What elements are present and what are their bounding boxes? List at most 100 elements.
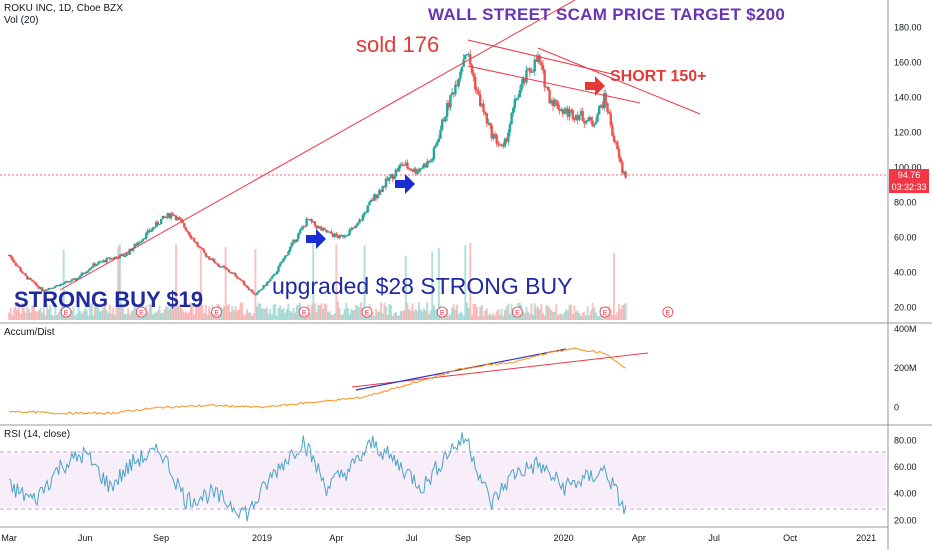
volume-bar-2019-02-08 xyxy=(292,307,295,320)
volume-bar-2019-06-28 xyxy=(408,308,411,320)
candle-body-2019-11-09 xyxy=(518,90,522,98)
candle-body-2019-01-25 xyxy=(280,261,284,264)
candle-body-2018-03-09 xyxy=(14,262,17,266)
candle-body-2018-05-26 xyxy=(78,275,82,278)
candle-body-2019-11-01 xyxy=(512,107,515,114)
volume-bar-2019-04-27 xyxy=(356,305,359,320)
candle-body-2018-12-26 xyxy=(255,292,259,295)
volume-bar-2018-08-20 xyxy=(150,304,153,320)
volume-bar-2019-03-08 xyxy=(315,312,318,320)
earnings-marker-ring xyxy=(599,306,611,318)
volume-bar-2019-10-14 xyxy=(497,309,500,320)
volume-bar-2020-02-09 xyxy=(594,312,597,320)
candle-body-2020-01-22 xyxy=(579,111,583,116)
volume-bar-2018-06-01 xyxy=(84,308,87,320)
volume-bar-2019-07-20 xyxy=(426,302,429,320)
earnings-marker-label: E xyxy=(665,310,670,317)
volume-bar-2018-03-23 xyxy=(26,306,29,320)
volume-bar-2019-03-16 xyxy=(322,308,325,320)
candle-body-2019-02-12 xyxy=(295,239,298,243)
candle-body-2019-11-05 xyxy=(515,98,518,100)
volume-bar-2019-08-15 xyxy=(447,315,450,320)
candle-body-2018-11-08 xyxy=(216,263,219,265)
candle-body-2018-06-03 xyxy=(85,271,88,274)
candle-body-2019-05-21 xyxy=(376,194,379,199)
volume-bar-2018-06-05 xyxy=(87,315,90,320)
candle-body-2019-03-30 xyxy=(333,233,336,237)
time-tick-label: Sep xyxy=(153,533,169,543)
candle-body-2018-11-30 xyxy=(234,273,237,277)
candle-body-2019-12-11 xyxy=(545,86,548,88)
candle-body-2018-04-14 xyxy=(44,289,47,291)
volume-bar-2020-03-14 xyxy=(623,304,626,320)
volume-bar-2019-06-22 xyxy=(403,309,406,320)
candle-body-2018-12-08 xyxy=(240,280,244,282)
candle-body-2019-07-24 xyxy=(429,160,432,163)
candle-body-2018-03-25 xyxy=(27,277,31,280)
volume-bar-2018-09-15 xyxy=(171,304,174,320)
candle-body-2018-07-01 xyxy=(108,257,112,260)
volume-bar-2019-03-30 xyxy=(333,313,336,320)
volume-bar-2018-08-30 xyxy=(158,305,161,320)
candle-body-2019-11-19 xyxy=(526,68,530,70)
candle-body-2018-08-06 xyxy=(138,242,141,244)
candle-body-2020-02-03 xyxy=(589,117,593,121)
candle-body-2019-10-10 xyxy=(493,134,497,136)
candle-body-2019-10-26 xyxy=(507,132,510,142)
candle-body-2018-09-17 xyxy=(173,215,176,217)
volume-bar-2019-05-25 xyxy=(380,302,383,320)
candle-body-2019-10-12 xyxy=(495,135,498,144)
candle-body-2018-04-06 xyxy=(37,286,41,289)
earnings-marker-label: E xyxy=(139,310,144,317)
volume-bar-2018-10-19 xyxy=(199,247,202,320)
volume-bar-2018-11-24 xyxy=(229,311,232,320)
candle-body-2018-10-01 xyxy=(184,227,188,231)
candle-body-2018-04-16 xyxy=(45,289,49,291)
earnings-marker-label: E xyxy=(603,310,608,317)
price-tick-label: 180.00 xyxy=(894,23,922,33)
candle-body-2018-10-07 xyxy=(189,235,193,239)
candle-body-2019-09-14 xyxy=(472,72,475,77)
candle-body-2020-03-10 xyxy=(619,157,622,163)
volume-bar-2018-06-03 xyxy=(85,310,88,320)
volume-bar-2019-12-07 xyxy=(542,313,545,320)
volume-bar-2019-01-31 xyxy=(285,308,288,320)
candle-body-2020-01-10 xyxy=(569,109,573,111)
candle-body-2018-10-03 xyxy=(186,230,189,233)
candle-body-2019-05-13 xyxy=(369,199,373,203)
candle-body-2019-06-24 xyxy=(404,162,408,166)
candle-body-2018-09-05 xyxy=(163,215,166,218)
volume-bar-2019-09-22 xyxy=(479,306,482,320)
candle-body-2020-02-01 xyxy=(588,117,591,120)
candle-body-2018-09-29 xyxy=(183,223,186,228)
candle-body-2019-03-24 xyxy=(328,231,331,233)
candle-body-2020-01-26 xyxy=(583,121,586,124)
volume-bar-2019-01-29 xyxy=(284,312,287,320)
candle-body-2019-08-05 xyxy=(439,129,442,139)
volume-bar-2018-03-01 xyxy=(8,312,11,320)
volume-bar-2019-04-13 xyxy=(345,302,348,320)
candle-body-2019-10-24 xyxy=(505,138,508,142)
candle-body-2018-12-30 xyxy=(259,289,262,291)
candle-body-2018-08-26 xyxy=(155,221,158,228)
ad-trend-blue xyxy=(355,348,567,391)
candle-body-2018-04-10 xyxy=(40,287,44,291)
candle-body-2019-11-13 xyxy=(521,78,525,84)
candle-body-2018-04-04 xyxy=(35,284,39,287)
candle-body-2019-03-14 xyxy=(320,227,323,231)
time-axis: Mar Jun Sep 2019 Apr Jul Sep 2020 Apr Jul Oct 2021 xyxy=(1,533,876,543)
candle-body-2018-12-28 xyxy=(257,290,260,293)
candle-body-2018-03-29 xyxy=(31,279,34,282)
candle-body-2019-02-16 xyxy=(298,230,302,234)
candle-body-2019-05-15 xyxy=(371,199,374,201)
candle-body-2018-09-15 xyxy=(171,213,174,216)
candle-body-2018-06-07 xyxy=(88,268,92,271)
volume-bar-2018-05-20 xyxy=(74,315,77,320)
candle-body-2018-07-21 xyxy=(125,253,128,257)
candle-body-2019-03-04 xyxy=(312,221,315,223)
volume-bar-2019-05-29 xyxy=(383,302,386,320)
time-tick-label: Jun xyxy=(78,533,93,543)
candle-body-2020-02-19 xyxy=(602,93,606,109)
